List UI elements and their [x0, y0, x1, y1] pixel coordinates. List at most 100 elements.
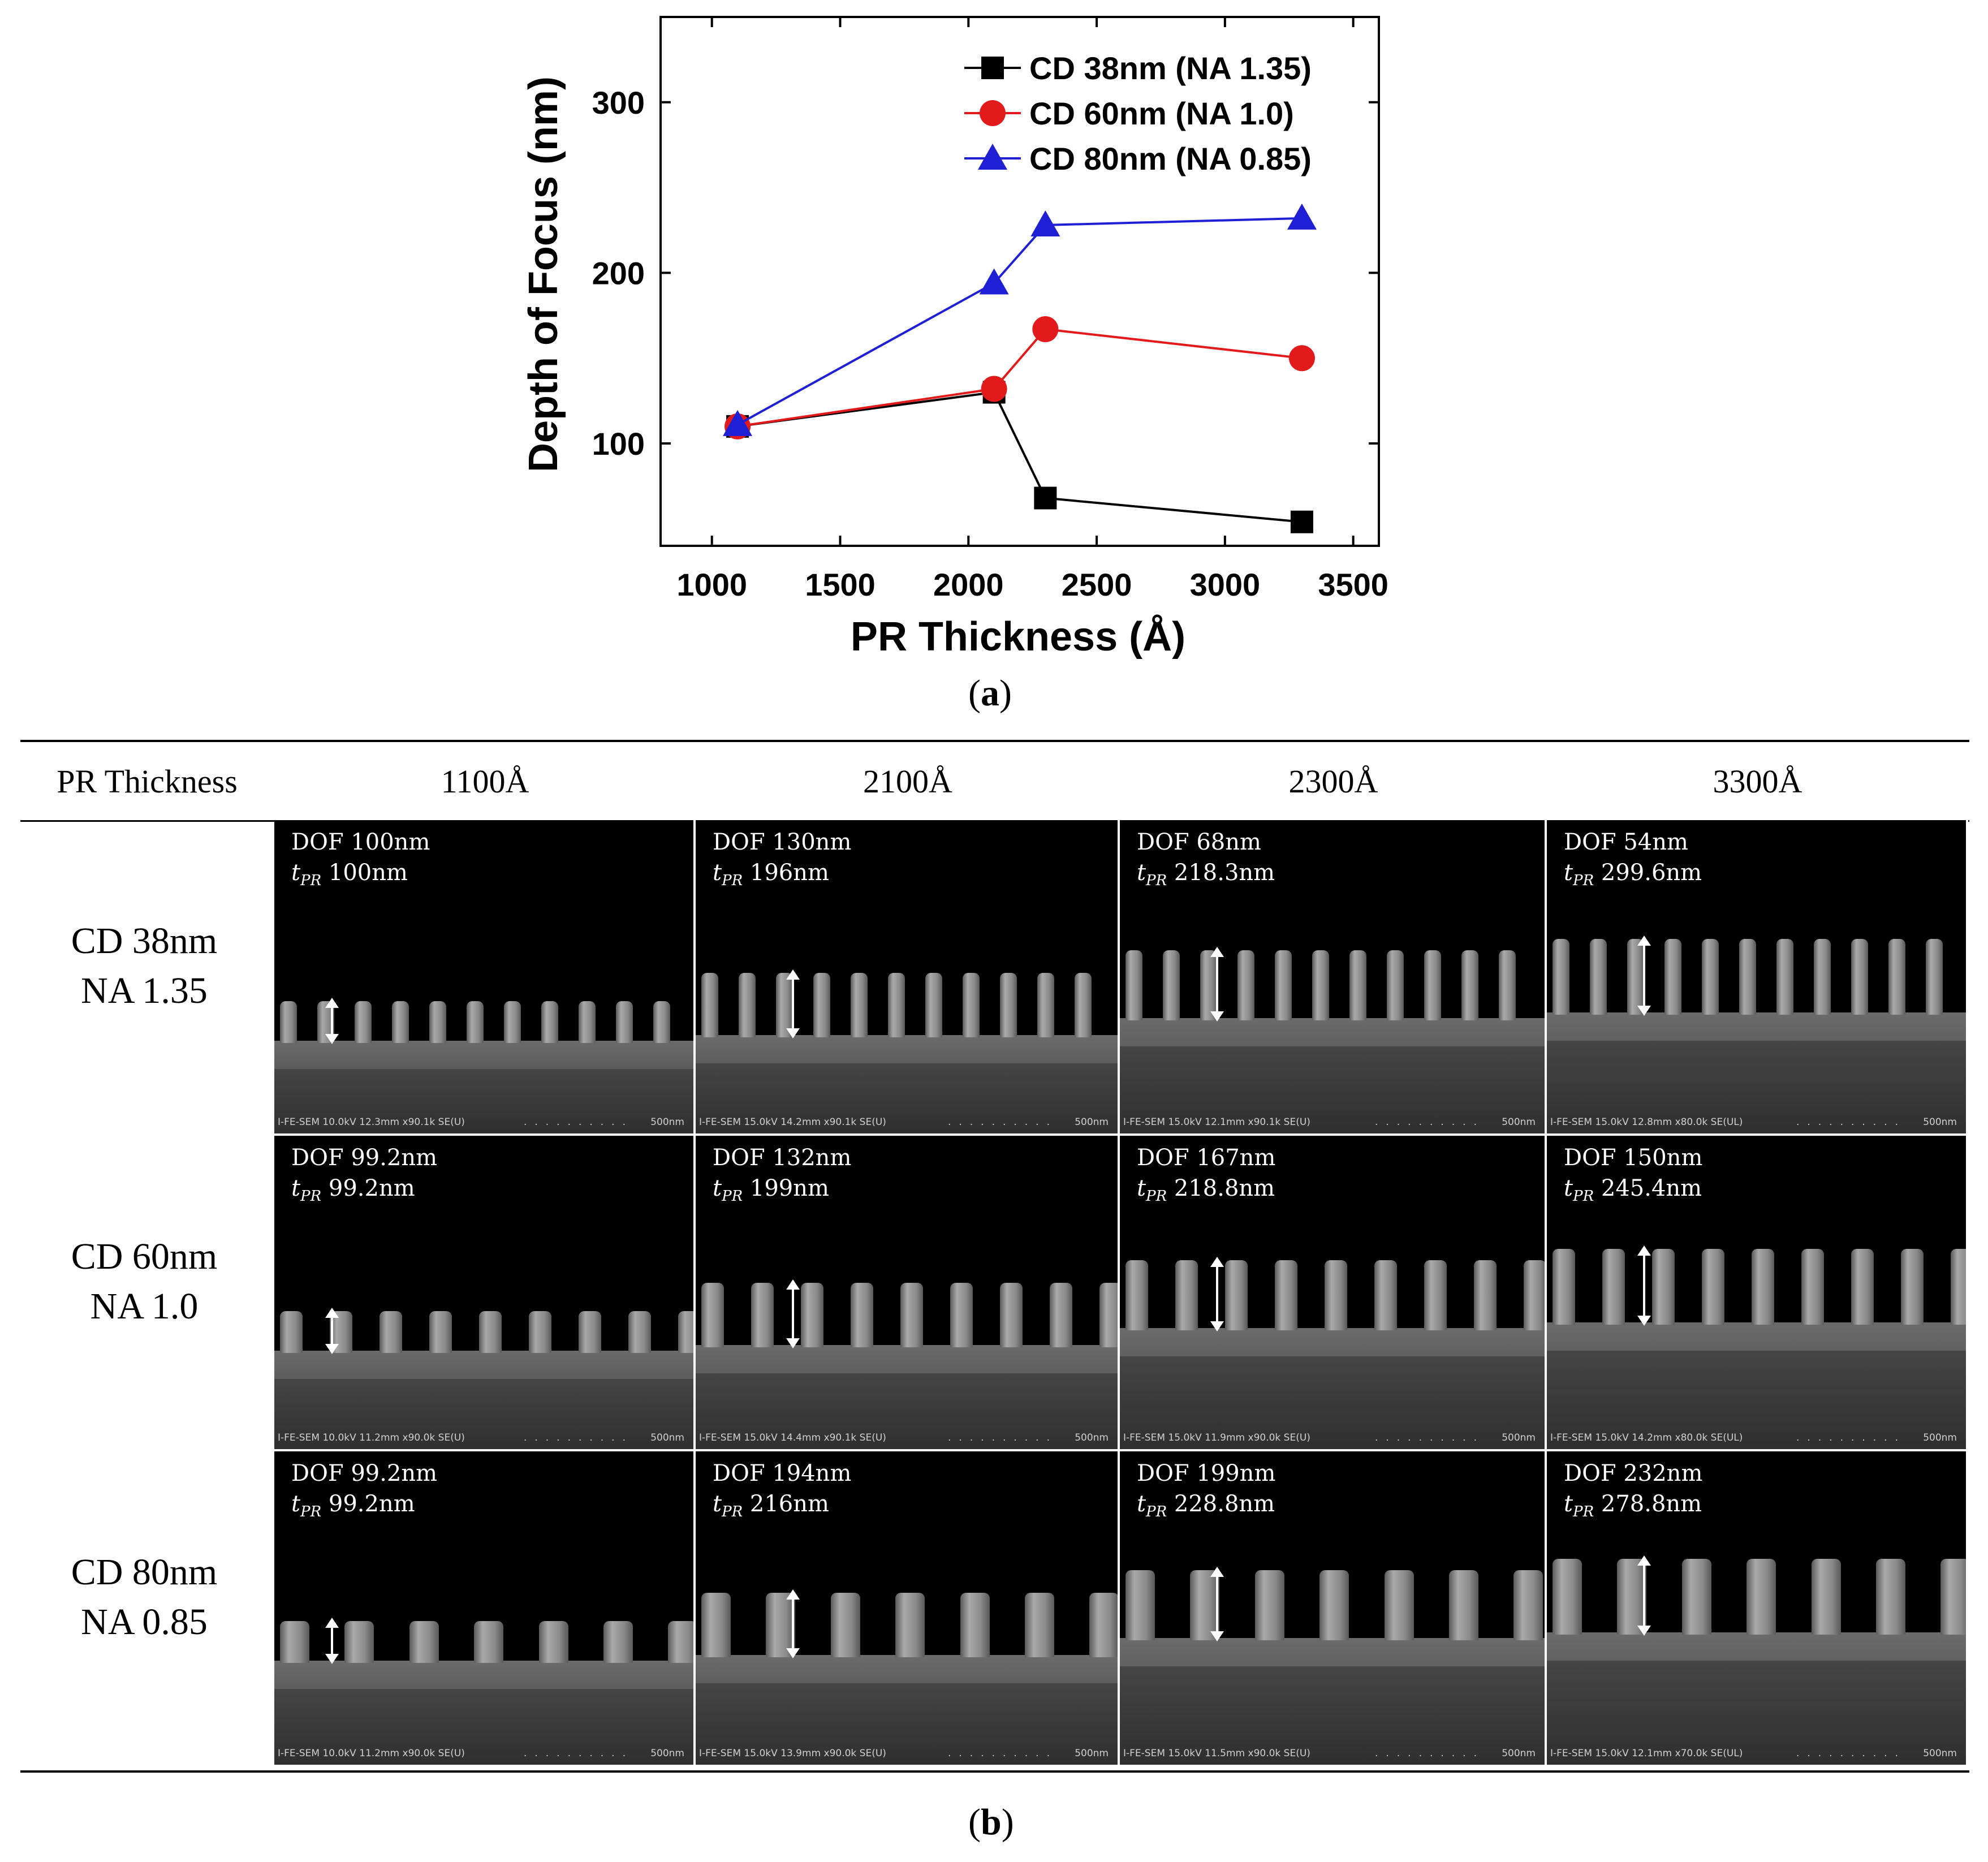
row-label: CD 38nm NA 1.35: [23, 916, 266, 1016]
scale-bar-label: 500nm: [1923, 1432, 1957, 1443]
tpr-number: 245.4nm: [1601, 1175, 1702, 1201]
dof-arrow: [786, 1589, 800, 1658]
sem-params: I-FE-SEM 15.0kV 13.9mm x90.0k SE(U): [699, 1748, 886, 1759]
scale-bar-label: 500nm: [1923, 1117, 1957, 1128]
tpr-value: tPR 196nm: [713, 860, 829, 889]
scale-bar-label: 500nm: [650, 1117, 684, 1128]
scale-bar-label: 500nm: [1075, 1432, 1109, 1443]
data-point: [981, 376, 1007, 402]
sem-image: [1120, 1136, 1545, 1449]
tpr-number: 278.8nm: [1601, 1491, 1702, 1517]
dof-value: DOF 100nm: [291, 829, 430, 855]
data-point: [1034, 486, 1057, 510]
legend-marker: [981, 57, 1004, 79]
sem-image: [1120, 1451, 1545, 1765]
x-tick-label: 2500: [1062, 567, 1132, 602]
legend: CD 38nm (NA 1.35) CD 60nm (NA 1.0) CD 80nm…: [964, 50, 1312, 176]
dof-arrow: [1637, 936, 1651, 1016]
sem-image: [696, 1136, 1118, 1449]
legend-label: CD 60nm (NA 1.0): [1029, 96, 1294, 131]
dof-arrow: [1210, 1567, 1224, 1641]
sem-image: [1120, 820, 1545, 1133]
tpr-number: 218.8nm: [1174, 1175, 1275, 1201]
x-tick-label: 3500: [1318, 567, 1388, 602]
dof-arrow: [1210, 1257, 1224, 1331]
sem-panel: DOF 68nm tPR 218.3nm I-FE-SEM 15.0kV 12.1m…: [1120, 820, 1547, 1136]
sem-image: [1547, 1136, 1966, 1449]
dof-value: DOF 199nm: [1137, 1460, 1276, 1486]
data-point: [1032, 316, 1059, 342]
tpr-value: tPR 99.2nm: [291, 1175, 415, 1205]
sem-footer: I-FE-SEM 15.0kV 12.1mm x90.1k SE(U).....…: [1123, 1117, 1536, 1128]
y-tick-label: 100: [592, 426, 645, 462]
dof-value: DOF 167nm: [1137, 1145, 1276, 1171]
sem-panel: DOF 194nm tPR 216nm I-FE-SEM 15.0kV 13.9mm…: [696, 1451, 1120, 1767]
tpr-number: 196nm: [749, 860, 829, 886]
dof-value: DOF 99.2nm: [291, 1460, 438, 1486]
y-tick-label: 200: [592, 255, 645, 291]
x-tick-label: 3000: [1190, 567, 1261, 602]
sem-panel: DOF 199nm tPR 228.8nm I-FE-SEM 15.0kV 11.5…: [1120, 1451, 1547, 1767]
data-point: [1030, 210, 1060, 236]
sem-panel: DOF 100nm tPR 100nm I-FE-SEM 10.0kV 12.3mm…: [274, 820, 696, 1136]
tpr-number: 216nm: [749, 1491, 829, 1517]
sem-params: I-FE-SEM 15.0kV 11.5mm x90.0k SE(U): [1123, 1748, 1310, 1759]
legend-marker: [978, 144, 1007, 170]
caption-b: (b): [968, 1801, 1014, 1843]
sem-image: [274, 1136, 693, 1449]
sem-footer: I-FE-SEM 15.0kV 12.8mm x80.0k SE(UL)....…: [1550, 1117, 1957, 1128]
sem-params: I-FE-SEM 15.0kV 14.2mm x90.1k SE(U): [699, 1117, 886, 1128]
tpr-value: tPR 99.2nm: [291, 1491, 415, 1520]
series-line: [737, 217, 1302, 426]
series-2: [723, 203, 1317, 436]
sem-params: I-FE-SEM 15.0kV 12.1mm x70.0k SE(UL): [1550, 1748, 1743, 1759]
sem-params: I-FE-SEM 15.0kV 12.1mm x90.1k SE(U): [1123, 1117, 1310, 1128]
data-point: [1290, 510, 1313, 533]
dof-arrow: [786, 1279, 800, 1348]
scale-bar-label: 500nm: [1923, 1748, 1957, 1759]
x-tick-label: 1000: [676, 567, 747, 602]
dof-value: DOF 232nm: [1564, 1460, 1703, 1486]
dof-value: DOF 194nm: [713, 1460, 852, 1486]
sem-params: I-FE-SEM 15.0kV 12.8mm x80.0k SE(UL): [1550, 1117, 1743, 1128]
data-point: [979, 268, 1009, 295]
dof-value: DOF 68nm: [1137, 829, 1261, 855]
dof-arrow: [325, 1618, 339, 1664]
sem-params: I-FE-SEM 10.0kV 11.2mm x90.0k SE(U): [278, 1432, 465, 1443]
sem-footer: I-FE-SEM 15.0kV 14.2mm x80.0k SE(UL)....…: [1550, 1432, 1957, 1443]
sem-panel: DOF 54nm tPR 299.6nm I-FE-SEM 15.0kV 12.8m…: [1547, 820, 1968, 1136]
table-bottom-rule: [20, 1770, 1969, 1773]
tpr-value: tPR 218.3nm: [1137, 860, 1275, 889]
data-point: [723, 410, 753, 436]
sem-image: [1547, 820, 1966, 1133]
plot-frame: [659, 16, 1380, 547]
sem-footer: I-FE-SEM 15.0kV 12.1mm x70.0k SE(UL)....…: [1550, 1748, 1957, 1759]
dof-arrow: [325, 998, 339, 1044]
dof-arrow: [1637, 1245, 1651, 1326]
sem-params: I-FE-SEM 10.0kV 12.3mm x90.1k SE(U): [278, 1117, 465, 1128]
sem-footer: I-FE-SEM 15.0kV 14.4mm x90.1k SE(U).....…: [699, 1432, 1109, 1443]
tpr-number: 218.3nm: [1174, 860, 1275, 886]
dof-value: DOF 130nm: [713, 829, 852, 855]
column-header: 1100Å: [441, 763, 529, 800]
scale-bar-label: 500nm: [650, 1748, 684, 1759]
sem-panel: DOF 232nm tPR 278.8nm I-FE-SEM 15.0kV 12.1…: [1547, 1451, 1968, 1767]
dof-arrow: [786, 969, 800, 1038]
scale-bar-label: 500nm: [650, 1432, 684, 1443]
sem-params: I-FE-SEM 15.0kV 14.4mm x90.1k SE(U): [699, 1432, 886, 1443]
data-point: [1287, 203, 1317, 230]
dof-arrow: [325, 1308, 339, 1354]
row-label: CD 80nm NA 0.85: [23, 1548, 266, 1647]
scale-bar-label: 500nm: [1502, 1117, 1536, 1128]
row-label-na: NA 0.85: [81, 1601, 208, 1643]
sem-footer: I-FE-SEM 15.0kV 11.9mm x90.0k SE(U).....…: [1123, 1432, 1536, 1443]
column-header: 2100Å: [863, 763, 952, 800]
sem-panel: DOF 167nm tPR 218.8nm I-FE-SEM 15.0kV 11.9…: [1120, 1136, 1547, 1451]
series-1: [725, 316, 1315, 439]
sem-image: [274, 1451, 693, 1765]
tpr-value: tPR 216nm: [713, 1491, 829, 1520]
legend-label: CD 38nm (NA 1.35): [1029, 50, 1312, 86]
row-label-cd: CD 38nm: [71, 920, 218, 962]
sem-footer: I-FE-SEM 15.0kV 11.5mm x90.0k SE(U).....…: [1123, 1748, 1536, 1759]
tpr-value: tPR 218.8nm: [1137, 1175, 1275, 1205]
